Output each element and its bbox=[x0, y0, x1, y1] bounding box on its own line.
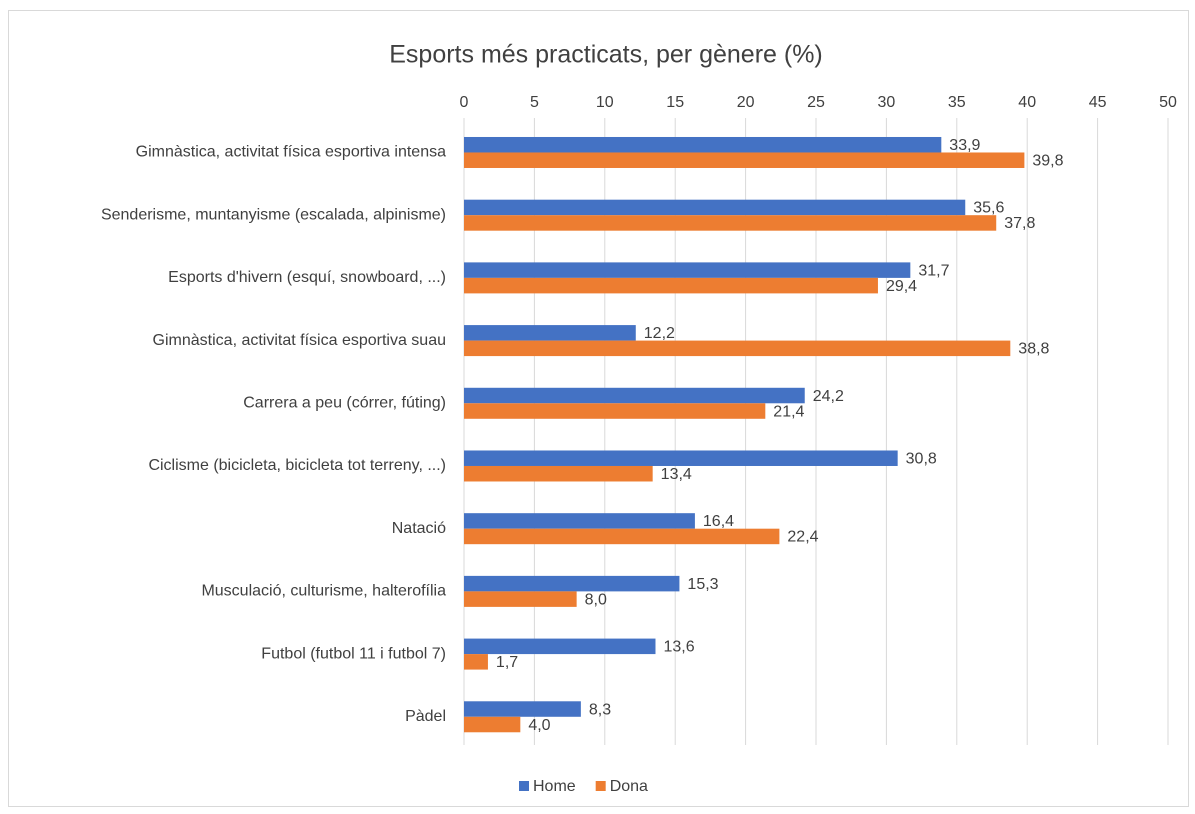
y-tick-label: Natació bbox=[392, 520, 446, 537]
data-label: 33,9 bbox=[949, 137, 980, 154]
x-tick-label: 20 bbox=[737, 94, 755, 111]
bar bbox=[464, 654, 488, 670]
bar bbox=[464, 638, 656, 655]
data-label: 37,8 bbox=[1004, 215, 1035, 232]
bar bbox=[464, 262, 911, 278]
y-tick-label: Ciclisme (bicicleta, bicicleta tot terre… bbox=[148, 457, 446, 474]
legend-label: Home bbox=[533, 778, 576, 795]
x-tick-label: 5 bbox=[530, 94, 539, 111]
data-label: 30,8 bbox=[906, 450, 937, 467]
y-tick-label: Senderisme, muntanyisme (escalada, alpin… bbox=[101, 206, 446, 223]
x-tick-label: 45 bbox=[1089, 94, 1107, 111]
bar bbox=[464, 513, 695, 529]
y-tick-label: Gimnàstica, activitat física esportiva i… bbox=[136, 144, 446, 161]
bar bbox=[464, 152, 1025, 168]
chart-title: Esports més practicats, per gènere (%) bbox=[389, 41, 823, 69]
data-label: 38,8 bbox=[1018, 341, 1049, 358]
data-label: 4,0 bbox=[528, 717, 550, 734]
x-tick-label: 25 bbox=[807, 94, 825, 111]
data-label: 22,4 bbox=[787, 529, 818, 546]
bar bbox=[464, 575, 680, 592]
bar bbox=[464, 199, 966, 216]
y-tick-label: Musculació, culturisme, halterofília bbox=[201, 583, 446, 600]
data-label: 21,4 bbox=[773, 403, 804, 420]
legend-label: Dona bbox=[610, 778, 648, 795]
data-label: 12,2 bbox=[644, 325, 675, 342]
data-label: 35,6 bbox=[973, 200, 1004, 217]
data-label: 39,8 bbox=[1032, 152, 1063, 169]
bar bbox=[464, 450, 898, 466]
bar bbox=[464, 136, 942, 153]
data-label: 13,6 bbox=[663, 639, 694, 656]
data-label: 15,3 bbox=[687, 576, 718, 593]
x-tick-label: 40 bbox=[1018, 94, 1036, 111]
bar bbox=[464, 716, 521, 733]
x-tick-label: 35 bbox=[948, 94, 966, 111]
bar bbox=[464, 340, 1011, 357]
data-label: 8,3 bbox=[589, 701, 611, 718]
data-label: 29,4 bbox=[886, 278, 917, 295]
data-label: 13,4 bbox=[661, 466, 692, 483]
bar bbox=[464, 701, 581, 717]
y-tick-label: Gimnàstica, activitat física esportiva s… bbox=[153, 332, 446, 349]
bar bbox=[464, 387, 805, 404]
bar bbox=[464, 591, 577, 607]
x-tick-label: 0 bbox=[460, 94, 469, 111]
data-label: 16,4 bbox=[703, 513, 734, 530]
bar bbox=[464, 465, 653, 482]
bar bbox=[464, 528, 780, 545]
legend-swatch bbox=[519, 781, 529, 791]
y-tick-label: Futbol (futbol 11 i futbol 7) bbox=[261, 645, 446, 662]
data-label: 8,0 bbox=[585, 591, 607, 608]
bar bbox=[464, 325, 636, 341]
data-label: 31,7 bbox=[918, 262, 949, 279]
x-tick-label: 30 bbox=[878, 94, 896, 111]
bar bbox=[464, 277, 878, 294]
x-tick-label: 50 bbox=[1159, 94, 1177, 111]
legend-swatch bbox=[595, 781, 606, 791]
y-tick-label: Carrera a peu (córrer, fúting) bbox=[243, 395, 446, 412]
data-label: 1,7 bbox=[496, 654, 518, 671]
bar bbox=[464, 215, 997, 231]
y-tick-label: Pàdel bbox=[405, 708, 446, 725]
data-label: 24,2 bbox=[813, 388, 844, 405]
x-tick-label: 15 bbox=[666, 94, 684, 111]
y-tick-label: Esports d'hivern (esquí, snowboard, ...) bbox=[168, 269, 446, 286]
x-tick-label: 10 bbox=[596, 94, 614, 111]
bar bbox=[464, 403, 766, 419]
